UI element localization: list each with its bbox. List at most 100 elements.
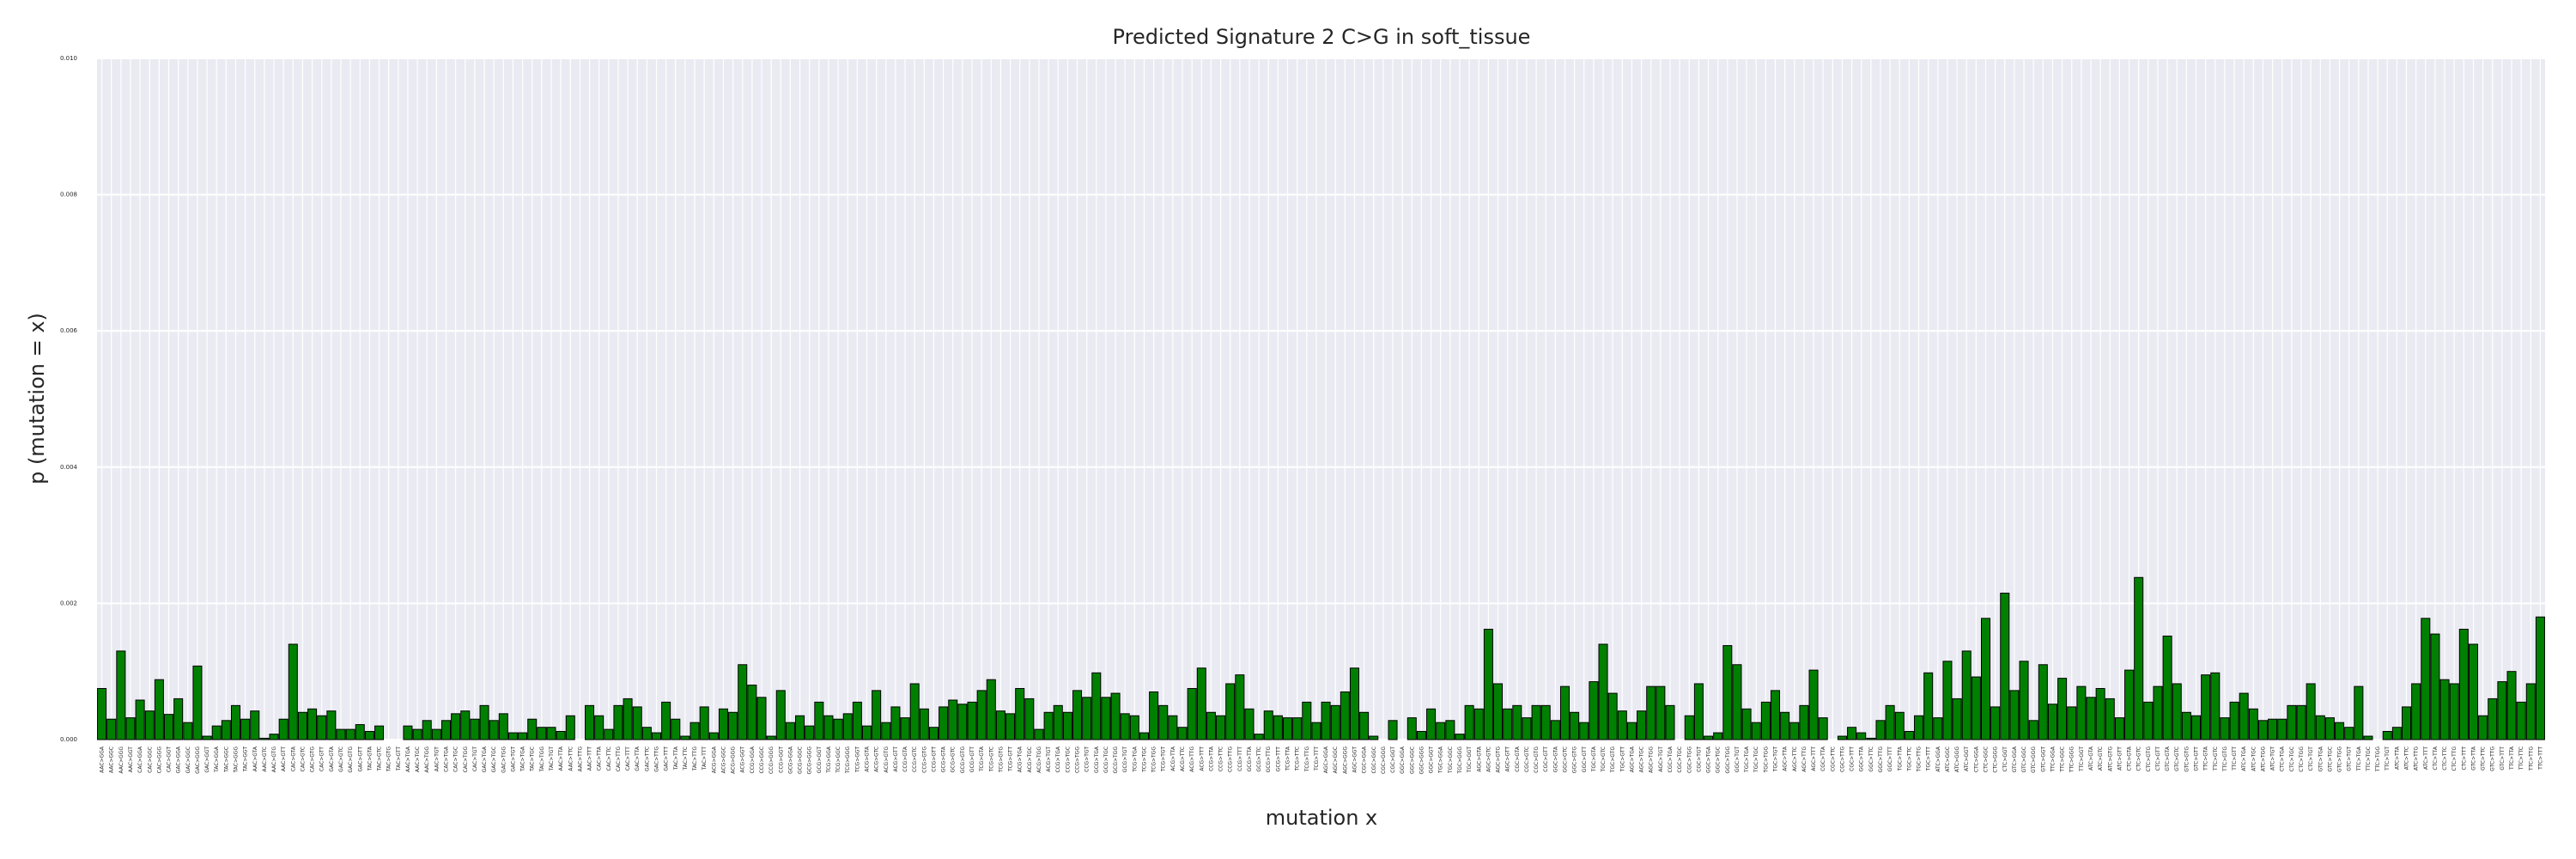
x-tick-label: CTC>TTA xyxy=(2433,746,2439,770)
bar xyxy=(594,715,605,740)
bar xyxy=(345,728,355,740)
bar xyxy=(1780,711,1790,740)
x-tick-label: ATC>GTA xyxy=(2088,746,2094,771)
x-tick-label: GAC>TGC xyxy=(491,746,497,772)
x-tick-label: ATC>TGC xyxy=(2251,746,2257,771)
y-tick-labels: 0.000 0.002 0.004 0.006 0.008 0.010 xyxy=(60,55,78,743)
x-tick-label: CTC>TGG xyxy=(2299,746,2305,772)
bar xyxy=(1406,717,1417,740)
bar xyxy=(221,720,231,740)
x-tick-label: ATC>GGA xyxy=(1935,746,1941,771)
x-tick-label: CAC>GGA xyxy=(137,746,143,773)
bar xyxy=(202,735,212,740)
x-tick-label: CAC>TGA xyxy=(443,746,449,772)
x-tick-label: CGC>GTT xyxy=(1543,746,1549,772)
x-tick-label: CTC>TTT xyxy=(2461,746,2467,771)
bar xyxy=(2201,674,2211,740)
bar xyxy=(1713,732,1723,740)
x-tick-label: TTC>TTA xyxy=(2509,746,2515,771)
bar xyxy=(2478,715,2488,740)
bar xyxy=(1894,711,1905,740)
x-tick-label: GAC>TGG xyxy=(501,746,507,773)
bar xyxy=(2468,643,2478,740)
bar xyxy=(1770,690,1781,740)
x-tick-label: CCG>GTG xyxy=(921,746,927,773)
bar xyxy=(890,706,901,740)
bar xyxy=(2028,720,2038,740)
bar xyxy=(1808,669,1819,740)
bar xyxy=(1292,717,1303,740)
bar xyxy=(1818,717,1828,740)
bar xyxy=(2190,715,2202,740)
bar xyxy=(2402,706,2412,740)
bar xyxy=(2449,683,2459,740)
bar xyxy=(852,701,862,740)
bar xyxy=(374,725,385,740)
x-tick-label: CGC>TTG xyxy=(1839,746,1845,772)
bar xyxy=(690,722,700,740)
bar xyxy=(269,734,279,740)
bar xyxy=(900,717,910,740)
x-tick-label: CGC>TTT xyxy=(1850,746,1856,771)
bar xyxy=(307,708,318,740)
x-tick-label: TTC>GTC xyxy=(2213,746,2219,771)
x-tick-label: GGC>GGA xyxy=(1400,746,1406,774)
x-tick-label: AGC>GTT xyxy=(1505,746,1511,772)
x-tick-label: AGC>TGA xyxy=(1629,746,1635,772)
x-tick-label: TGC>TTG xyxy=(1917,746,1923,773)
x-tick-label: AGC>GGT xyxy=(1352,746,1358,773)
x-tick-label: GTC>GTG xyxy=(2184,746,2190,772)
x-tick-label: CTC>TGT xyxy=(2308,746,2314,771)
x-tick-label: TAC>TTA xyxy=(673,746,679,771)
bar xyxy=(336,728,346,740)
bar xyxy=(795,715,805,740)
bar xyxy=(1559,685,1570,740)
bar xyxy=(1455,734,1465,740)
x-tick-label: ACG>GTT xyxy=(893,746,899,772)
x-tick-label: TGC>TTA xyxy=(1897,746,1903,771)
x-tick-label: TTC>GTA xyxy=(2203,746,2209,771)
bar xyxy=(2344,727,2354,740)
x-tick-label: CGC>TGC xyxy=(1677,746,1683,773)
bar xyxy=(183,722,193,740)
bar xyxy=(546,727,556,740)
x-tick-label: GCG>TTT xyxy=(1275,746,1281,772)
y-tick-label: 0.008 xyxy=(60,192,77,198)
x-tick-label: GTC>TGT xyxy=(2347,746,2353,771)
bar xyxy=(1359,711,1370,740)
x-tick-label: CCG>TTG xyxy=(1228,746,1234,772)
x-tick-label: CTC>TGC xyxy=(2289,746,2295,771)
bar xyxy=(2354,685,2364,740)
bar xyxy=(537,727,547,740)
x-tick-label: TTC>TTC xyxy=(2518,746,2524,771)
bar xyxy=(2382,730,2392,740)
bar xyxy=(2153,685,2163,740)
bar xyxy=(1971,676,1981,740)
x-tick-label: AAC>TGT xyxy=(434,746,440,772)
bar xyxy=(230,704,240,740)
x-tick-label: TCG>TGA xyxy=(1132,746,1138,772)
bar xyxy=(2535,616,2545,740)
x-tick-label: ATC>GGG xyxy=(1954,746,1960,772)
x-tick-label: CGC>TTC xyxy=(1830,746,1836,771)
x-tick-label: TTC>GGA xyxy=(2050,746,2056,772)
bar xyxy=(1665,704,1675,740)
x-tick-label: CTC>GTG xyxy=(2146,746,2152,772)
bar xyxy=(154,679,164,740)
x-tick-label: CCG>GTC xyxy=(912,746,918,772)
bar xyxy=(1589,681,1599,740)
x-tick-label: TCG>GTG xyxy=(998,746,1004,773)
x-tick-label: AAC>TTG xyxy=(577,746,583,772)
x-tick-label: GGC>GTA xyxy=(1552,746,1558,772)
bar xyxy=(1349,667,1359,740)
bar xyxy=(2335,722,2345,740)
bar xyxy=(1885,704,1895,740)
x-tick-label: ATC>TGG xyxy=(2260,746,2266,771)
x-tick-label: GCG>GGA xyxy=(787,746,793,774)
chart-title: Predicted Signature 2 C>G in soft_tissue xyxy=(1113,25,1531,49)
bar xyxy=(1579,722,1589,740)
x-tick-label: CGC>GGG xyxy=(1381,746,1387,774)
bar xyxy=(957,704,968,740)
x-tick-label: GCG>GTC xyxy=(951,746,957,772)
bar xyxy=(1426,708,1437,740)
